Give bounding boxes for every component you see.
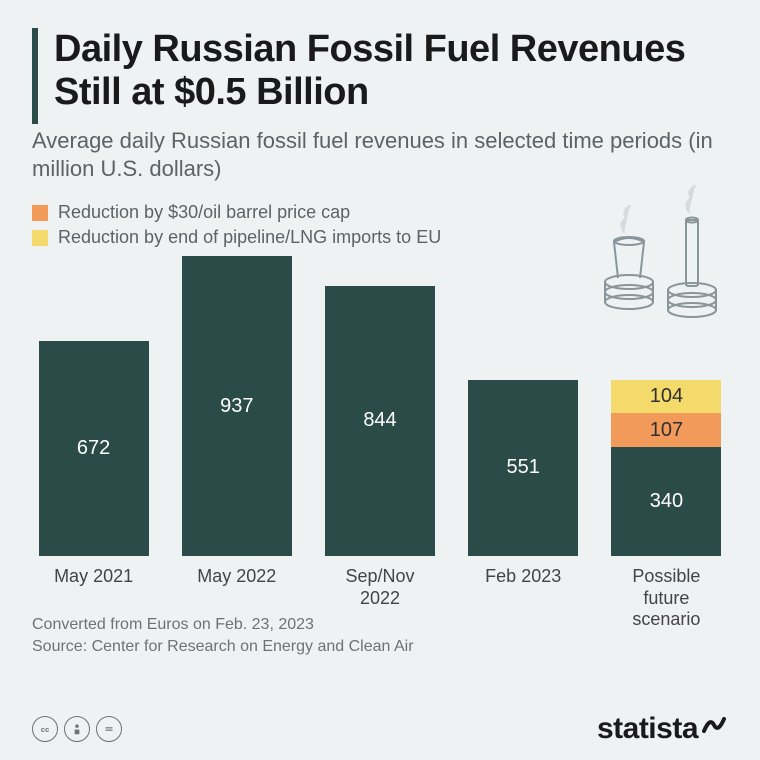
- by-icon: [64, 716, 90, 742]
- svg-text:cc: cc: [41, 725, 49, 734]
- footer: cc statista: [32, 712, 728, 746]
- brand-wave-icon: [700, 711, 728, 739]
- legend-swatch: [32, 205, 48, 221]
- industry-icon: [584, 182, 734, 322]
- footnote-source: Source: Center for Research on Energy an…: [32, 636, 728, 658]
- bar-column: 844: [318, 286, 441, 556]
- chart-subtitle: Average daily Russian fossil fuel revenu…: [32, 127, 728, 182]
- bar-segment: 551: [468, 380, 578, 556]
- bar: 937: [182, 256, 292, 556]
- infographic-container: Daily Russian Fossil Fuel Revenues Still…: [0, 0, 760, 760]
- bar: 551: [468, 380, 578, 556]
- bar-segment: 844: [325, 286, 435, 556]
- x-axis-label: Feb 2023: [468, 566, 578, 631]
- legend-label: Reduction by $30/oil barrel price cap: [58, 202, 350, 223]
- chart-area: 672937844551104107340 May 2021May 2022Se…: [32, 256, 728, 596]
- license-badges: cc: [32, 716, 122, 742]
- bar-segment: 107: [611, 413, 721, 447]
- x-axis-label: Sep/Nov 2022: [325, 566, 435, 631]
- bar: 672: [39, 341, 149, 556]
- bar-column: 672: [32, 341, 155, 556]
- bar: 844: [325, 286, 435, 556]
- bar-column: 937: [175, 256, 298, 556]
- cc-icon: cc: [32, 716, 58, 742]
- bar-segment: 672: [39, 341, 149, 556]
- bar-segment: 340: [611, 447, 721, 556]
- bar: 104107340: [611, 380, 721, 556]
- bar-segment: 937: [182, 256, 292, 556]
- brand-logo: statista: [597, 712, 728, 746]
- legend-swatch: [32, 230, 48, 246]
- chart-title: Daily Russian Fossil Fuel Revenues Still…: [54, 28, 728, 113]
- brand-text: statista: [597, 712, 698, 746]
- legend-label: Reduction by end of pipeline/LNG imports…: [58, 227, 441, 248]
- nd-icon: [96, 716, 122, 742]
- bar-segment: 104: [611, 380, 721, 413]
- x-axis-label: May 2022: [182, 566, 292, 631]
- x-axis-label: Possible future scenario: [611, 566, 721, 631]
- bar-column: 551: [462, 380, 585, 556]
- x-axis-labels: May 2021 May 2022 Sep/Nov 2022 Feb 2023 Poss…: [32, 566, 728, 631]
- bar-column: 104107340: [605, 380, 728, 556]
- title-accent-bar: [32, 28, 38, 124]
- x-axis-label: May 2021: [39, 566, 149, 631]
